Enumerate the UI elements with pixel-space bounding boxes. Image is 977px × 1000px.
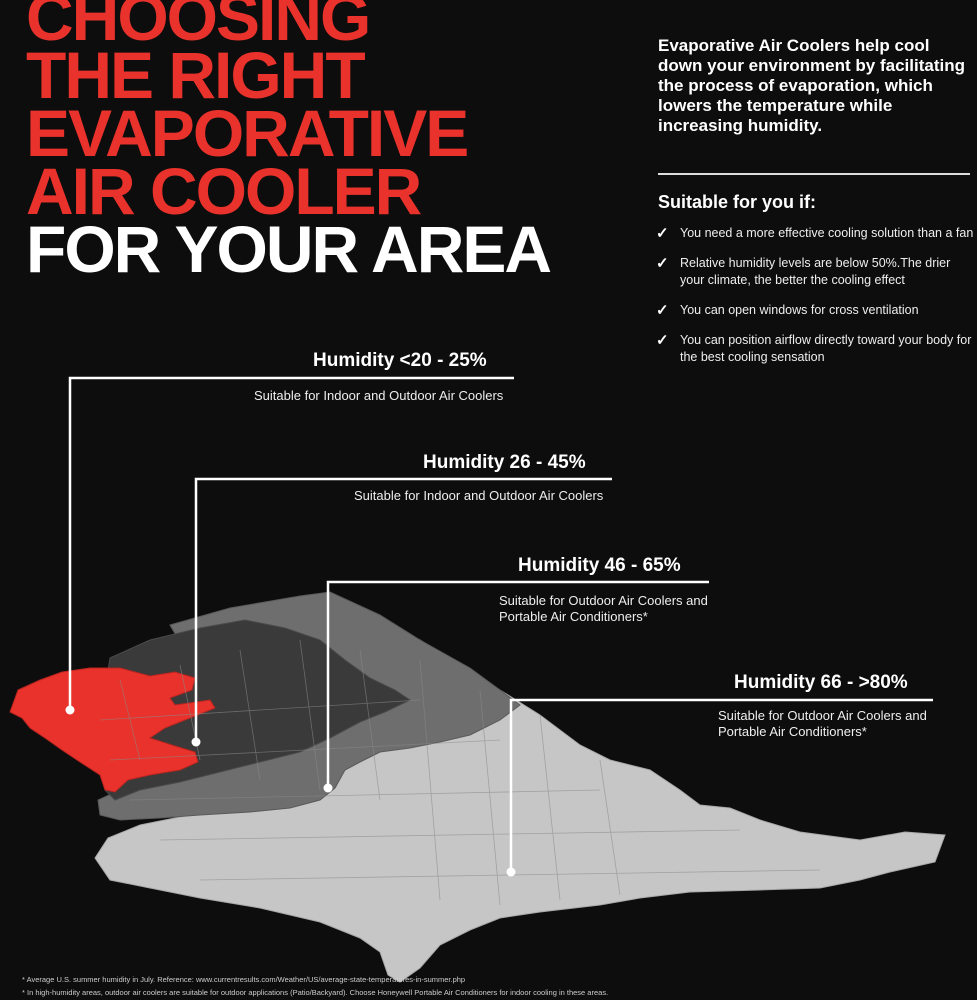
title-line-3: EVAPORATIVE [26,96,469,170]
leader-line-2 [194,477,612,742]
marker-dot [506,867,516,877]
suitable-item-text: You can open windows for cross ventilati… [680,303,919,317]
marker-dot [191,737,201,747]
suitable-item: ✓ You need a more effective cooling solut… [656,225,974,242]
leader-line-1 [68,376,514,710]
intro-text: Evaporative Air Coolers help cool down y… [658,36,965,135]
zone-3-title: Humidity 46 - 65% [518,555,681,576]
zone-4-title: Humidity 66 - >80% [734,672,908,693]
leader-line-3 [326,580,709,788]
check-icon: ✓ [656,332,669,349]
check-icon: ✓ [656,302,669,319]
suitable-item: ✓ You can open windows for cross ventilat… [656,302,974,319]
footnote-2: * In high-humidity areas, outdoor air co… [22,988,609,997]
title-line-5: FOR YOUR AREA [26,212,552,286]
zone-4-desc: Suitable for Outdoor Air Coolers and Por… [718,708,927,739]
page-title: CHOOSING THE RIGHT EVAPORATIVE AIR COOLE… [26,0,552,286]
check-icon: ✓ [656,225,669,242]
leader-line-4 [509,698,933,872]
zone-high-humidity [94,604,946,983]
zone-3-desc: Suitable for Outdoor Air Coolers and Por… [499,593,708,624]
zone-2-title: Humidity 26 - 45% [423,452,586,473]
suitable-item-text: You can position airflow directly toward… [680,333,972,364]
suitable-item: ✓ Relative humidity levels are below 50%.… [656,255,974,289]
suitable-list: ✓ You need a more effective cooling solut… [656,225,974,379]
suitable-item-text: Relative humidity levels are below 50%.T… [680,256,951,287]
marker-dot [65,705,75,715]
zone-driest [9,667,216,793]
callout-dots [65,705,516,877]
zone-1-desc: Suitable for Indoor and Outdoor Air Cool… [254,388,504,403]
marker-dot [323,783,333,793]
title-line-2: THE RIGHT [26,38,366,112]
suitable-item-text: You need a more effective cooling soluti… [680,226,974,240]
divider [658,173,970,175]
callout-leaders [68,376,933,872]
title-line-1: CHOOSING [26,0,371,54]
suitable-item: ✓ You can position airflow directly towar… [656,332,974,366]
zone-2-desc: Suitable for Indoor and Outdoor Air Cool… [354,488,604,503]
suitable-heading: Suitable for you if: [658,192,817,212]
footnote-1: * Average U.S. summer humidity in July. … [22,975,466,984]
check-icon: ✓ [656,255,669,272]
zone-1-title: Humidity <20 - 25% [313,350,487,371]
title-line-4: AIR COOLER [26,154,422,228]
